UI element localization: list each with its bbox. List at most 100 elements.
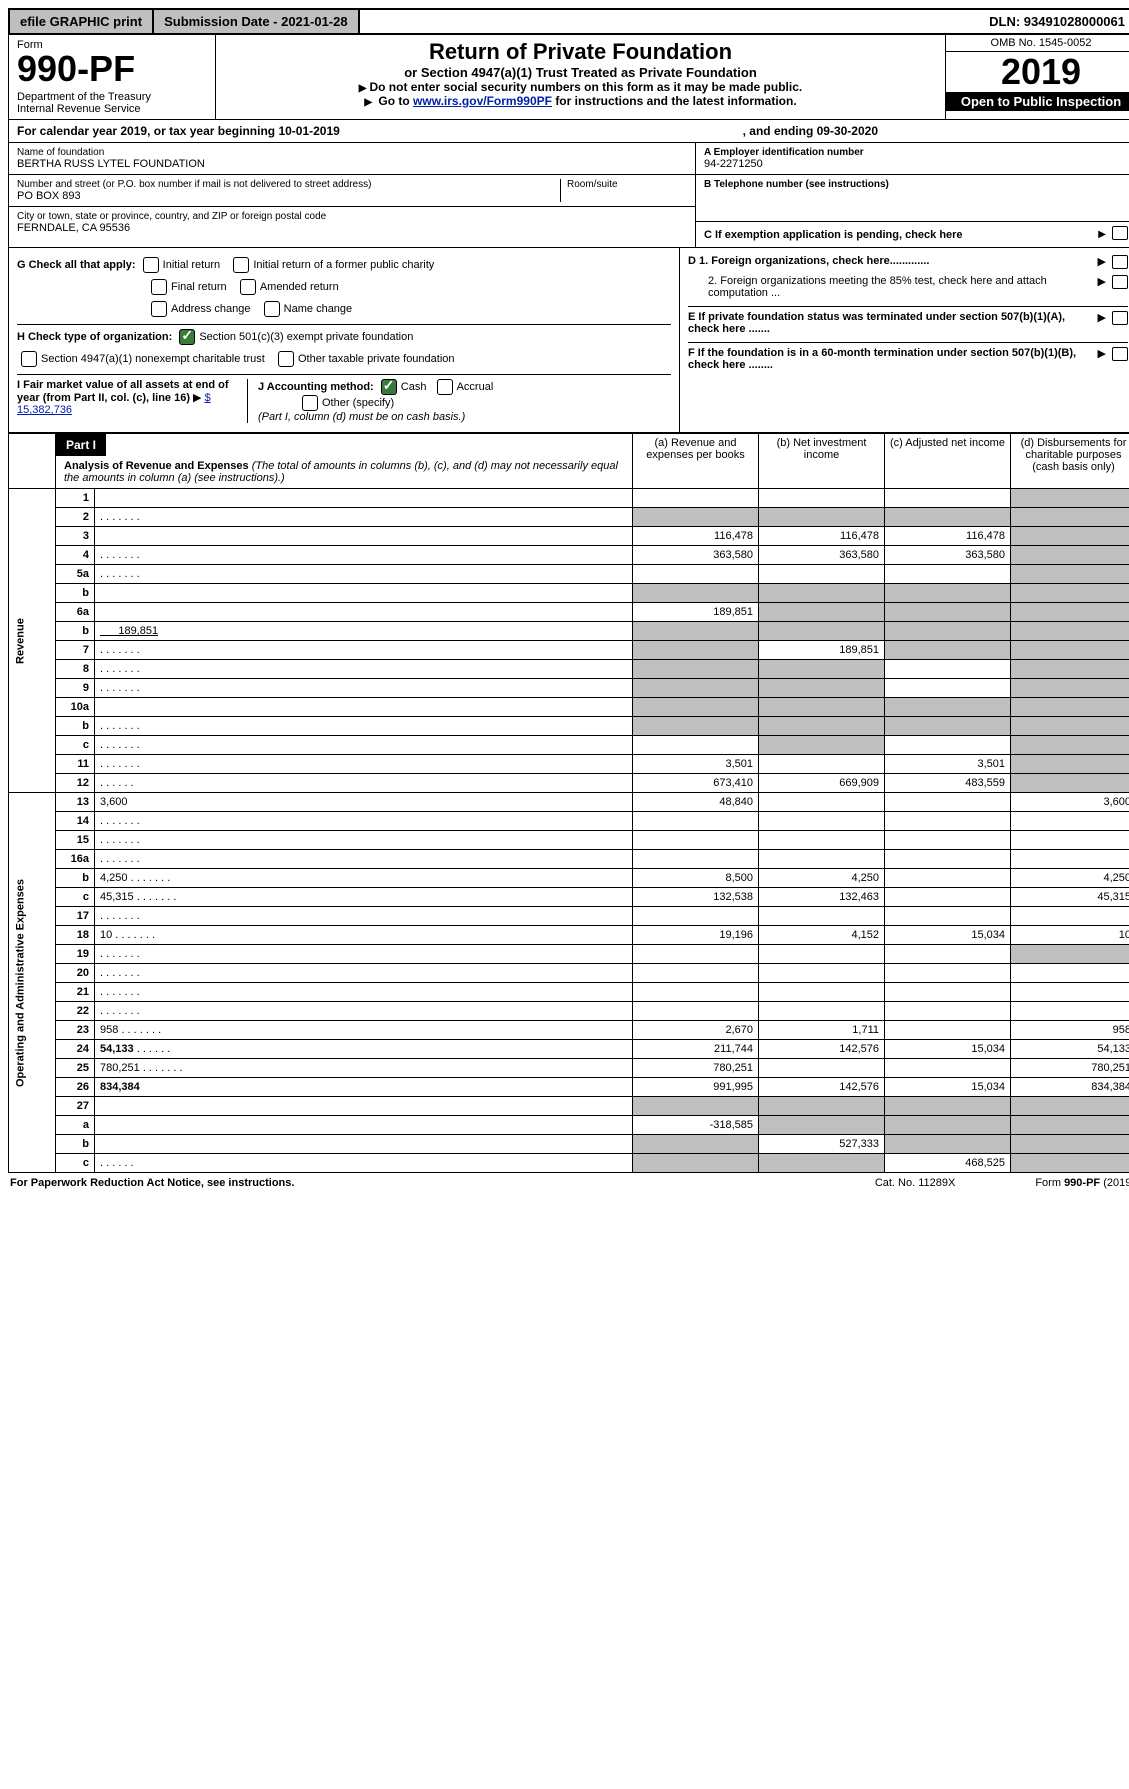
row-num-6a: 6a bbox=[56, 603, 95, 622]
cell-8-a bbox=[633, 660, 759, 679]
cell-7-a bbox=[633, 641, 759, 660]
cell-10b-b bbox=[759, 717, 885, 736]
cell-17-c bbox=[885, 907, 1011, 926]
cell-27-a bbox=[633, 1097, 759, 1116]
row-num-20: 20 bbox=[56, 964, 95, 983]
row-desc-13: 3,600 bbox=[95, 793, 633, 812]
cell-13-d: 3,600 bbox=[1011, 793, 1129, 812]
cell-15-c bbox=[885, 831, 1011, 850]
cell-16a-d bbox=[1011, 850, 1129, 869]
row-desc-11: . . . . . . . bbox=[95, 755, 633, 774]
cell-2-d bbox=[1011, 508, 1129, 527]
foundation-name-box: Name of foundation BERTHA RUSS LYTEL FOU… bbox=[9, 143, 695, 175]
row-desc-26: 834,384 bbox=[95, 1078, 633, 1097]
cb-other-taxable[interactable] bbox=[278, 351, 294, 367]
row-17: 17 . . . . . . . bbox=[9, 907, 1129, 926]
exemption-pending-box: C If exemption application is pending, c… bbox=[696, 222, 1129, 247]
row-desc-23: 958 . . . . . . . bbox=[95, 1021, 633, 1040]
cell-2-a bbox=[633, 508, 759, 527]
row-4: 4 . . . . . . .363,580363,580363,580 bbox=[9, 546, 1129, 565]
cb-4947[interactable] bbox=[21, 351, 37, 367]
cb-501c3[interactable] bbox=[179, 329, 195, 345]
row-desc-27a bbox=[95, 1116, 633, 1135]
cb-initial-return[interactable] bbox=[143, 257, 159, 273]
opt-other-tax: Other taxable private foundation bbox=[298, 353, 455, 365]
cb-e[interactable] bbox=[1112, 311, 1128, 325]
row-num-18: 18 bbox=[56, 926, 95, 945]
cb-name-change[interactable] bbox=[264, 301, 280, 317]
cell-27a-b bbox=[759, 1116, 885, 1135]
cell-5a-b bbox=[759, 565, 885, 584]
cb-other-method[interactable] bbox=[302, 395, 318, 411]
cell-5b-c bbox=[885, 584, 1011, 603]
cb-amended[interactable] bbox=[240, 279, 256, 295]
efile-print-btn[interactable]: efile GRAPHIC print bbox=[10, 10, 154, 33]
dln-number: DLN: 93491028000061 bbox=[979, 10, 1129, 33]
cell-5a-c bbox=[885, 565, 1011, 584]
cell-6b-a bbox=[633, 622, 759, 641]
cell-9-a bbox=[633, 679, 759, 698]
cell-6b-c bbox=[885, 622, 1011, 641]
cell-6b-b bbox=[759, 622, 885, 641]
cell-5b-d bbox=[1011, 584, 1129, 603]
cell-16b-a: 8,500 bbox=[633, 869, 759, 888]
row-desc-3 bbox=[95, 527, 633, 546]
cell-19-c bbox=[885, 945, 1011, 964]
cell-25-a: 780,251 bbox=[633, 1059, 759, 1078]
cb-address-change[interactable] bbox=[151, 301, 167, 317]
row-desc-22: . . . . . . . bbox=[95, 1002, 633, 1021]
cell-1-d bbox=[1011, 489, 1129, 508]
cell-23-d: 958 bbox=[1011, 1021, 1129, 1040]
cb-final-return[interactable] bbox=[151, 279, 167, 295]
exemption-label: C If exemption application is pending, c… bbox=[704, 229, 1098, 241]
cell-27-c bbox=[885, 1097, 1011, 1116]
cell-18-d: 10 bbox=[1011, 926, 1129, 945]
row-5a: 5a . . . . . . . bbox=[9, 565, 1129, 584]
row-22: 22 . . . . . . . bbox=[9, 1002, 1129, 1021]
cell-17-a bbox=[633, 907, 759, 926]
cb-initial-former[interactable] bbox=[233, 257, 249, 273]
row-num-25: 25 bbox=[56, 1059, 95, 1078]
cell-27b-b: 527,333 bbox=[759, 1135, 885, 1154]
cell-27a-a: -318,585 bbox=[633, 1116, 759, 1135]
cell-13-b bbox=[759, 793, 885, 812]
cb-cash[interactable] bbox=[381, 379, 397, 395]
ein-value: 94-2271250 bbox=[704, 158, 1128, 170]
row-num-5b: b bbox=[56, 584, 95, 603]
cb-accrual[interactable] bbox=[437, 379, 453, 395]
row-12: 12 . . . . . .673,410669,909483,559 bbox=[9, 774, 1129, 793]
row-19: 19 . . . . . . . bbox=[9, 945, 1129, 964]
cell-8-b bbox=[759, 660, 885, 679]
note-goto-post: for instructions and the latest informat… bbox=[555, 94, 796, 108]
form-title: Return of Private Foundation bbox=[226, 39, 935, 65]
row-num-23: 23 bbox=[56, 1021, 95, 1040]
addr-label: Number and street (or P.O. box number if… bbox=[17, 179, 560, 190]
dept-treasury: Department of the Treasury Internal Reve… bbox=[17, 91, 207, 115]
opt-amended: Amended return bbox=[260, 281, 339, 293]
row-25: 25780,251 . . . . . . .780,251780,251 bbox=[9, 1059, 1129, 1078]
cb-d2[interactable] bbox=[1112, 275, 1128, 289]
topbar: efile GRAPHIC print Submission Date - 20… bbox=[8, 8, 1129, 35]
cb-f[interactable] bbox=[1112, 347, 1128, 361]
row-desc-7: . . . . . . . bbox=[95, 641, 633, 660]
cell-18-c: 15,034 bbox=[885, 926, 1011, 945]
cell-5b-a bbox=[633, 584, 759, 603]
cell-16a-c bbox=[885, 850, 1011, 869]
cb-d1[interactable] bbox=[1112, 255, 1128, 269]
row-14: 14 . . . . . . . bbox=[9, 812, 1129, 831]
row-desc-17: . . . . . . . bbox=[95, 907, 633, 926]
cell-7-d bbox=[1011, 641, 1129, 660]
row-desc-21: . . . . . . . bbox=[95, 983, 633, 1002]
cell-10c-c bbox=[885, 736, 1011, 755]
form990pf-link[interactable]: www.irs.gov/Form990PF bbox=[413, 94, 552, 108]
part1-title: Analysis of Revenue and Expenses bbox=[64, 460, 249, 472]
city-label: City or town, state or province, country… bbox=[17, 211, 687, 222]
cell-15-b bbox=[759, 831, 885, 850]
cell-11-c: 3,501 bbox=[885, 755, 1011, 774]
row-6a: 6a189,851 bbox=[9, 603, 1129, 622]
cell-5a-d bbox=[1011, 565, 1129, 584]
cell-19-d bbox=[1011, 945, 1129, 964]
row-num-12: 12 bbox=[56, 774, 95, 793]
cell-17-d bbox=[1011, 907, 1129, 926]
row-num-6b: b bbox=[56, 622, 95, 641]
